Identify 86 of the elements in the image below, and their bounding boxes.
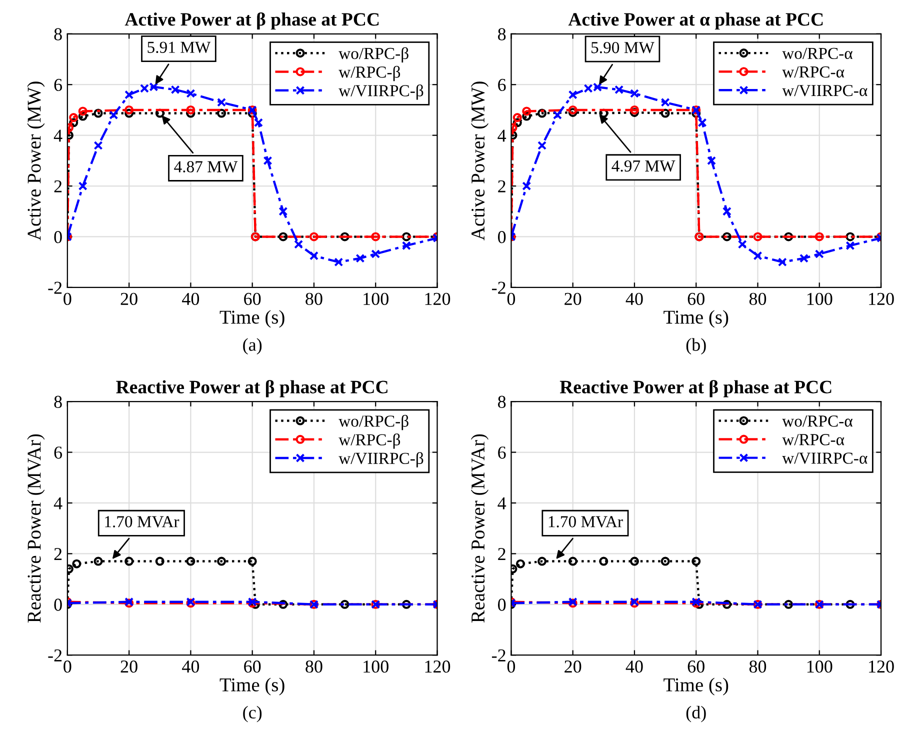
- y-axis-title: Active Power (MW): [27, 82, 45, 240]
- x-tick-label: 100: [364, 660, 388, 673]
- text: (b): [686, 338, 706, 355]
- chart-title: Active Power at β phase at PCC: [124, 12, 379, 30]
- x-tick-label: 20: [564, 292, 582, 306]
- legend-label: w/RPC-α: [782, 434, 844, 446]
- annotation: 4.87 MW: [174, 161, 238, 172]
- y-tick-label: 0: [498, 230, 506, 244]
- text: (d): [686, 706, 706, 722]
- x-axis-title: Time (s): [664, 310, 728, 328]
- y-tick-label: 2: [498, 180, 506, 192]
- legend-label: wo/RPC-β: [338, 47, 408, 62]
- legend-label: wo/RPC-α: [782, 48, 853, 60]
- y-tick-label: 2: [54, 548, 62, 560]
- x-axis-title: Time (s): [220, 678, 284, 696]
- x-tick-label: 100: [807, 292, 832, 306]
- x-axis-title: Time (s): [220, 310, 284, 328]
- y-tick-label: 4: [498, 130, 506, 142]
- x-tick-label: 0: [64, 292, 72, 306]
- x-tick-label: 80: [306, 292, 322, 306]
- x-tick-label: 60: [688, 660, 704, 673]
- x-tick-label: 0: [507, 660, 516, 673]
- y-tick-label: 0: [54, 230, 62, 244]
- annotation: 4.97 MW: [612, 160, 676, 172]
- x-tick-label: 0: [507, 292, 516, 306]
- y-axis-title: Reactive Power (MVAr): [470, 434, 489, 623]
- x-tick-label: 80: [306, 660, 322, 673]
- x-tick-label: 100: [364, 292, 388, 306]
- y-tick-label: 0: [54, 598, 62, 611]
- x-tick-label: 20: [120, 292, 138, 306]
- chart-title: Reactive Power at β phase at PCC: [560, 380, 832, 398]
- x-tick-label: 40: [626, 660, 643, 673]
- legend-label: w/RPC-β: [338, 66, 400, 82]
- x-tick-label: 120: [425, 660, 450, 673]
- legend-label: w/VIIRPC-α: [782, 84, 868, 96]
- text: (c): [243, 706, 262, 722]
- y-tick-label: 8: [54, 396, 62, 408]
- annotation: 5.91 MW: [148, 42, 211, 54]
- x-axis-title: Time (s): [664, 678, 728, 696]
- x-tick-label: 40: [182, 292, 200, 306]
- y-tick-label: -2: [492, 649, 506, 662]
- legend-label: w/RPC-β: [338, 434, 400, 449]
- annotation: 1.70 MVAr: [548, 516, 623, 528]
- x-tick-label: 20: [120, 660, 138, 673]
- x-tick-label: 20: [564, 660, 582, 673]
- legend-label: w/VIIRPC-β: [338, 84, 424, 100]
- legend-label: wo/RPC-β: [338, 414, 408, 430]
- y-tick-label: 2: [498, 548, 506, 560]
- legend-label: w/RPC-α: [782, 66, 844, 78]
- annotation: 1.70 MVAr: [105, 516, 180, 528]
- chart-title: Reactive Power at β phase at PCC: [116, 380, 388, 398]
- y-tick-label: 2: [54, 180, 62, 192]
- legend-label: w/VIIRPC-α: [782, 452, 868, 464]
- x-tick-label: 80: [749, 660, 766, 673]
- x-tick-label: 60: [688, 292, 704, 306]
- x-tick-label: 0: [64, 660, 72, 673]
- y-tick-label: 8: [498, 28, 506, 40]
- annotation: 5.90 MW: [592, 42, 654, 54]
- legend-label: w/VIIRPC-β: [338, 452, 424, 468]
- x-tick-label: 120: [869, 660, 894, 673]
- y-tick-label: 0: [498, 598, 506, 611]
- y-tick-label: -2: [48, 649, 62, 662]
- y-axis-title: Reactive Power (MVAr): [27, 434, 45, 623]
- chart-title: Active Power at α phase at PCC: [568, 12, 823, 30]
- y-tick-label: 6: [54, 78, 62, 92]
- y-tick-label: 8: [54, 28, 62, 40]
- y-axis-title: Active Power (MW): [470, 82, 489, 240]
- y-tick-label: 6: [498, 446, 506, 459]
- x-tick-label: 40: [626, 292, 643, 306]
- y-tick-label: 4: [498, 497, 506, 510]
- text: (a): [243, 338, 262, 355]
- legend-label: wo/RPC-α: [782, 416, 853, 427]
- y-tick-label: 4: [54, 130, 62, 142]
- x-tick-label: 120: [425, 292, 450, 306]
- y-tick-label: 6: [54, 446, 62, 459]
- y-tick-label: -2: [492, 282, 506, 294]
- x-tick-label: 60: [244, 292, 261, 306]
- y-tick-label: -2: [48, 282, 62, 294]
- y-tick-label: 8: [498, 396, 506, 408]
- x-tick-label: 40: [182, 660, 200, 673]
- x-tick-label: 100: [807, 660, 832, 673]
- y-tick-label: 4: [54, 497, 62, 510]
- x-tick-label: 120: [869, 292, 894, 306]
- y-tick-label: 6: [498, 78, 506, 92]
- x-tick-label: 80: [749, 292, 766, 306]
- x-tick-label: 60: [244, 660, 261, 673]
